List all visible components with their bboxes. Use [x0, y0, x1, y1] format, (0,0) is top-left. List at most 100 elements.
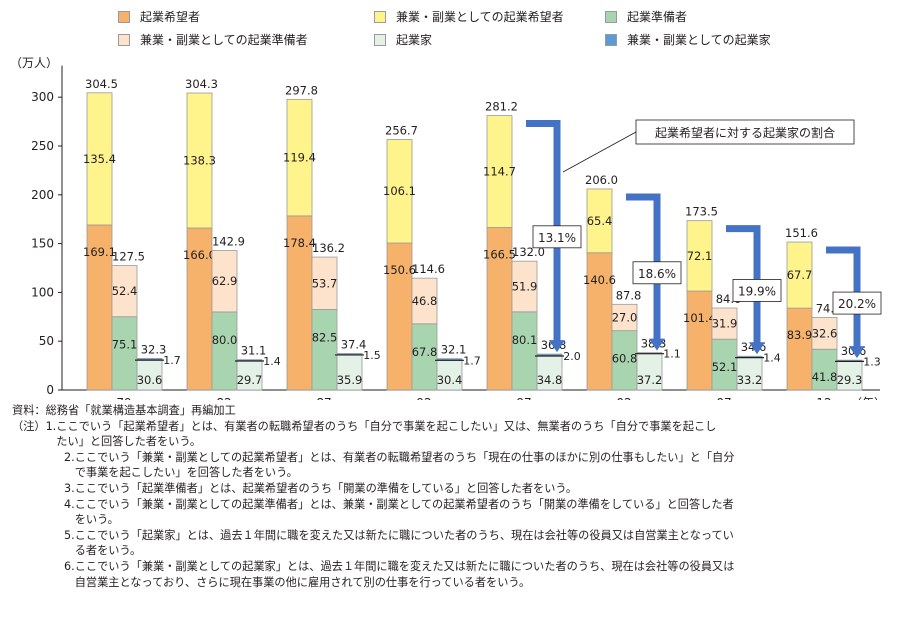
ratio-arrow-shaft — [826, 246, 861, 349]
bar-segment — [786, 241, 813, 309]
bar-segment — [511, 260, 538, 313]
bar-segment — [811, 348, 838, 391]
legend-label: 起業家 — [396, 33, 433, 47]
segment-value-label: 27.0 — [612, 310, 638, 324]
segment-value-label: 75.1 — [112, 338, 138, 352]
bar-segment — [686, 220, 713, 292]
legend-label: 起業準備者 — [627, 10, 688, 24]
segment-value-label: 31.9 — [712, 317, 738, 331]
note-number: 5. — [64, 528, 75, 542]
bar-segment — [336, 354, 363, 391]
y-tick-label: 0 — [46, 383, 54, 397]
legend-label: 兼業・副業としての起業準備者 — [140, 33, 308, 47]
segment-value-label: 60.8 — [612, 352, 638, 366]
note-text: ここでいう「兼業・副業としての起業家」とは、過去１年間に職を変えた又は新たに職に… — [75, 559, 892, 590]
bar-segment — [711, 338, 738, 391]
bar-segment — [636, 353, 663, 391]
bar-segment — [236, 360, 263, 391]
note-line: 自営業主となっており、さらに現在事業の他に雇用されて別の仕事を行っている者をいう… — [74, 575, 531, 589]
note-line: ここでいう「起業希望者」とは、有業者の転職希望者のうち「自分で事業を起こしたい」… — [56, 419, 717, 433]
ratio-arrow-shaft — [526, 120, 561, 343]
segment-value-label: 52.4 — [112, 284, 138, 298]
legend-swatch — [374, 10, 386, 23]
segment-value-label: 101.4 — [683, 311, 716, 325]
bar-segment — [311, 309, 338, 391]
bar-total-label: 37.4 — [341, 337, 367, 351]
note-line: たい」と回答した者をいう。 — [56, 435, 202, 449]
segment-value-label: 62.9 — [212, 274, 238, 288]
segment-value-label: 67.7 — [787, 268, 813, 282]
note-3: 3. ここでいう「起業準備者」とは、起業希望者のうち「開業の準備をしている」と回… — [12, 481, 892, 497]
chart-legend: 起業希望者 兼業・副業としての起業希望者 起業準備者 兼業・副業としての起業準備… — [118, 8, 818, 52]
ratio-label: 19.9% — [738, 284, 776, 298]
source-note: 資料：総務省「就業構造基本調査」再編加工 — [12, 404, 236, 417]
segment-value-label: 114.7 — [483, 165, 516, 179]
bar-segment — [186, 92, 213, 229]
segment-value-label: 169.1 — [83, 245, 116, 259]
bar-segment — [836, 361, 863, 391]
ratio-label: 13.1% — [538, 231, 576, 245]
bar-segment — [386, 242, 413, 391]
legend-item-side-entrepreneur: 兼業・副業としての起業家 — [605, 31, 771, 48]
ratio-arrow-head — [749, 342, 765, 355]
bar-total-label: 206.0 — [585, 173, 618, 187]
x-tick-label: 97 — [516, 396, 531, 400]
x-tick-label: 02 — [616, 396, 631, 400]
note-text: ここでいう「兼業・副業としての起業準備者」とは、兼業・副業としての起業希望者のう… — [75, 497, 892, 528]
ratio-box — [532, 225, 582, 249]
bar-total-label: 31.1 — [241, 344, 267, 358]
bar-total-label: 127.5 — [112, 250, 145, 264]
bar-total-label: 297.8 — [285, 83, 318, 97]
segment-value-label: 72.1 — [687, 249, 713, 263]
note-number: 6. — [64, 559, 75, 573]
bar-segment — [111, 265, 138, 318]
segment-value-label: 135.4 — [83, 152, 116, 166]
segment-value-label: 166.0 — [183, 248, 216, 262]
segment-value-label: 37.2 — [637, 373, 663, 387]
stacked-bar-chart: 0 50 100 150 200 250 300 （万人） （年） 304.5 169.1 135.4… — [10, 56, 886, 400]
annotation-box — [635, 119, 855, 145]
annotation-pointer — [562, 131, 637, 173]
bar-total-label: 87.8 — [616, 288, 642, 302]
legend-swatch — [118, 10, 130, 23]
segment-value-label: 52.1 — [712, 360, 738, 374]
y-tick-label: 50 — [39, 334, 54, 348]
bar-segment — [111, 316, 138, 391]
bar-segment — [611, 303, 638, 332]
segment-value-label: 41.8 — [812, 370, 838, 384]
note-line: ここでいう「起業家」とは、過去１年間に職を変えた又は新たに職についた者のうち、現… — [74, 528, 734, 542]
bar-total-label: 114.6 — [412, 262, 445, 276]
bar-segment — [136, 359, 163, 391]
bar-segment — [211, 250, 238, 313]
bar-segment — [386, 139, 413, 244]
segment-value-label: 1.1 — [663, 348, 681, 361]
ratio-arrow-shaft — [626, 193, 661, 341]
bar-total-label: 132.0 — [512, 245, 545, 259]
note-line: ここでいう「兼業・副業としての起業準備者」とは、兼業・副業としての起業希望者のう… — [74, 497, 734, 511]
x-tick-label: 12 — [816, 396, 831, 400]
legend-item-entrepreneur: 起業家 — [374, 31, 432, 48]
note-6: 6. ここでいう「兼業・副業としての起業家」とは、過去１年間に職を変えた又は新た… — [12, 559, 892, 590]
y-tick-label: 250 — [31, 139, 54, 153]
bar-segment — [86, 92, 113, 226]
segment-value-label: 65.4 — [587, 214, 613, 228]
bar-segment — [811, 316, 838, 350]
segment-value-label: 67.8 — [412, 345, 438, 359]
bar-segment — [186, 227, 213, 391]
segment-value-label: 140.6 — [583, 273, 616, 287]
bar-segment — [586, 188, 613, 254]
note-number: 4. — [64, 497, 75, 511]
segment-value-label: 2.0 — [563, 350, 581, 363]
bar-total-label: 142.9 — [212, 235, 245, 249]
bar-segment — [611, 330, 638, 391]
bar-total-label: 173.5 — [685, 205, 718, 219]
segment-value-label: 1.5 — [363, 349, 381, 362]
ratio-arrow-shaft — [726, 225, 761, 345]
bar-segment — [286, 98, 313, 217]
segment-value-label: 1.7 — [463, 354, 481, 367]
bar-total-label: 151.6 — [785, 226, 818, 240]
note-5: 5. ここでいう「起業家」とは、過去１年間に職を変えた又は新たに職についた者のう… — [12, 528, 892, 559]
bar-total-label: 32.1 — [441, 343, 467, 357]
segment-value-label: 30.4 — [437, 373, 463, 387]
segment-value-label: 82.5 — [312, 330, 338, 344]
